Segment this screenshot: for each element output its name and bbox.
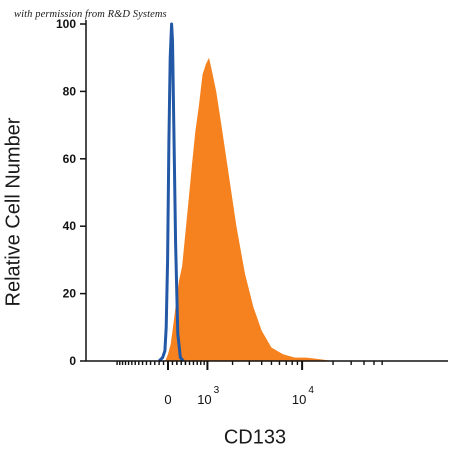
y-tick-label: 60 — [63, 152, 77, 166]
series-filled-histogram — [165, 57, 333, 361]
y-tick-label: 100 — [56, 17, 76, 31]
y-tick-label: 20 — [63, 287, 77, 301]
watermark-text: with permission from R&D Systems — [14, 9, 167, 20]
y-axis-label: Relative Cell Number — [2, 117, 25, 307]
series-outline-histogram — [158, 22, 185, 363]
y-tick-label: 80 — [63, 84, 77, 98]
y-tick-label: 40 — [63, 219, 77, 233]
series-layer — [158, 22, 333, 363]
x-axis-label: CD133 — [223, 426, 287, 449]
x-tick-exponent: 3 — [214, 385, 220, 396]
x-tick-label: 10 — [292, 392, 306, 407]
x-tick-label: 0 — [164, 392, 171, 407]
x-tick-label: 10 — [197, 392, 211, 407]
x-tick-exponent: 4 — [308, 385, 314, 396]
y-tick-label: 0 — [69, 354, 76, 368]
